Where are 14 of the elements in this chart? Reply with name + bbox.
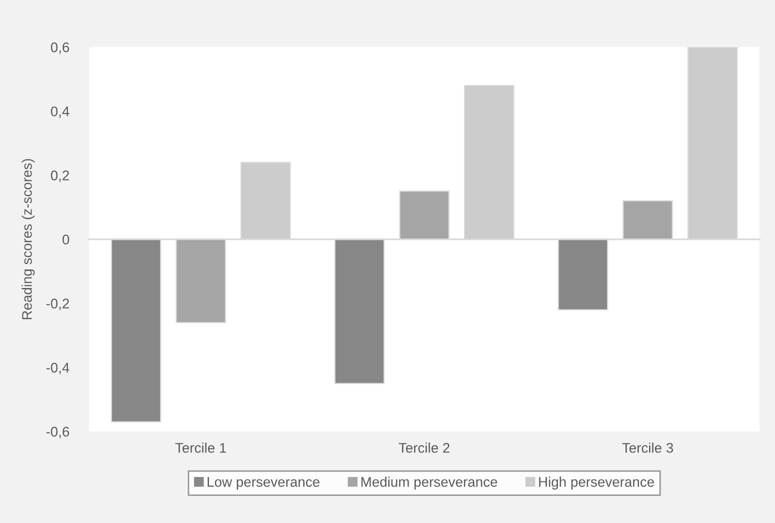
legend-label: Medium perseverance [361, 476, 498, 490]
x-tick-label: Tercile 1 [175, 442, 226, 453]
y-tick-label: 0,6 [50, 42, 70, 54]
y-tick-label: -0,6 [46, 426, 70, 438]
x-tick-label: Tercile 2 [398, 442, 450, 453]
y-tick-label: 0,4 [50, 106, 70, 118]
y-tick-label: 0,2 [50, 170, 69, 182]
y-tick-label: -0,2 [46, 298, 69, 310]
y-axis-title: Reading scores (z-scores) [22, 159, 35, 320]
y-tick-label: -0,4 [46, 362, 70, 374]
legend-label: Low perseverance [208, 477, 320, 490]
x-tick-label: Tercile 3 [622, 442, 674, 453]
legend-label: High perseverance [539, 476, 654, 490]
y-tick-label: 0 [62, 234, 70, 244]
